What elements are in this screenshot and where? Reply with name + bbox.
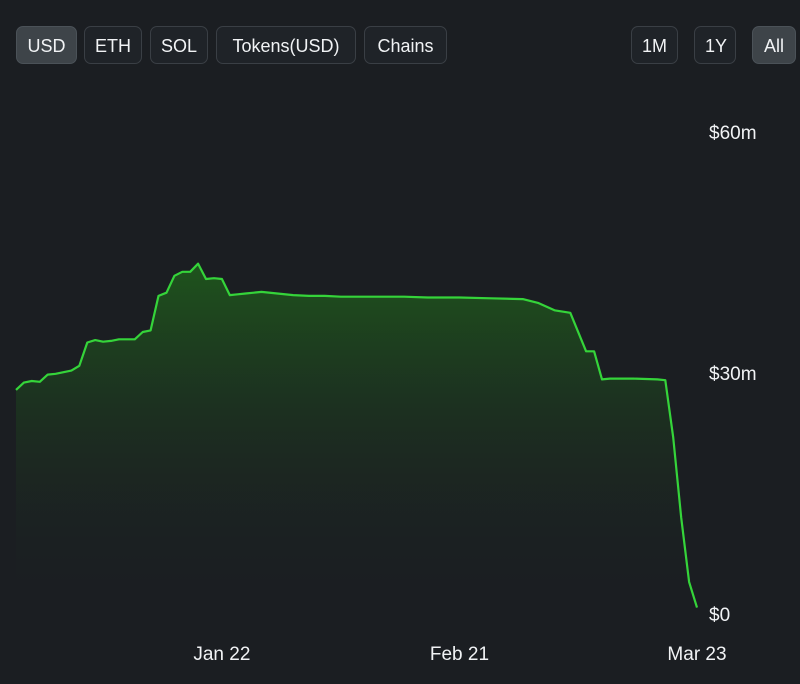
tab-eth[interactable]: ETH xyxy=(84,26,142,64)
series-area xyxy=(16,263,697,614)
tab-usd[interactable]: USD xyxy=(16,26,77,64)
x-tick-label: Feb 21 xyxy=(430,644,489,665)
y-tick-label: $0 xyxy=(709,605,730,626)
tab-chains[interactable]: Chains xyxy=(364,26,447,64)
x-tick-label: Jan 22 xyxy=(193,644,250,665)
x-tick-label: Mar 23 xyxy=(667,644,726,665)
y-tick-label: $60m xyxy=(709,123,757,144)
tab-sol[interactable]: SOL xyxy=(150,26,208,64)
range-1y[interactable]: 1Y xyxy=(694,26,736,64)
range-1m[interactable]: 1M xyxy=(631,26,678,64)
y-tick-label: $30m xyxy=(709,364,757,385)
toolbar: USD ETH SOL Tokens(USD) Chains 1M 1Y All xyxy=(0,26,800,66)
range-all[interactable]: All xyxy=(752,26,796,64)
series-line xyxy=(15,262,699,608)
tab-tokens-usd[interactable]: Tokens(USD) xyxy=(216,26,356,64)
